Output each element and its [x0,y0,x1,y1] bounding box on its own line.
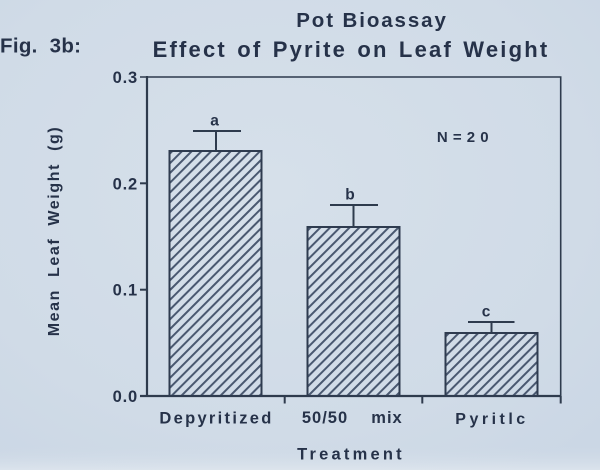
svg-text:Pyritlc: Pyritlc [455,411,528,428]
svg-text:N = 2 0: N = 2 0 [437,129,489,146]
svg-text:Depyritized: Depyritized [159,410,273,428]
svg-text:Effect of Pyrite on Leaf Weigh: Effect of Pyrite on Leaf Weight [153,37,550,62]
svg-text:Fig. 3b:: Fig. 3b: [0,35,81,58]
svg-text:50/50: 50/50 [302,409,348,427]
svg-text:Mean Leaf Weight (g): Mean Leaf Weight (g) [46,126,63,337]
svg-text:Treatment: Treatment [297,446,405,464]
svg-text:0.3: 0.3 [113,69,138,87]
svg-text:c: c [482,304,491,321]
svg-text:Pot Bioassay: Pot Bioassay [296,9,448,32]
svg-text:0.1: 0.1 [113,282,138,300]
svg-text:mix: mix [371,409,402,427]
svg-text:0.2: 0.2 [113,175,138,193]
svg-text:0.0: 0.0 [113,388,138,406]
svg-text:a: a [210,113,219,130]
svg-text:b: b [345,187,354,204]
